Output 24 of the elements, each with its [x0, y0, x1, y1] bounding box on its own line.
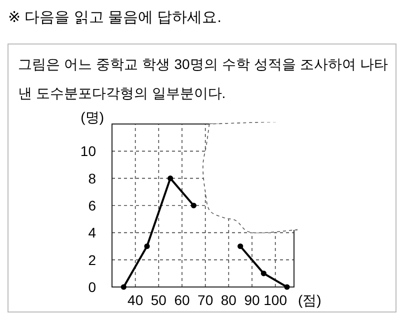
x-tick-label: 50: [150, 292, 167, 308]
y-tick-label: 2: [88, 252, 96, 268]
y-tick-label: 0: [88, 279, 96, 295]
x-tick-label: 90: [244, 292, 260, 308]
point: [284, 284, 290, 290]
point: [260, 270, 266, 276]
x-tick-label: 100: [264, 292, 288, 308]
x-tick-label: 80: [220, 292, 237, 308]
x-tick-label: 40: [128, 292, 144, 308]
y-axis-title: (명): [80, 109, 104, 125]
x-tick-label: 60: [174, 292, 190, 308]
y-tick-label: 8: [88, 170, 96, 186]
point: [120, 284, 126, 290]
chart-title: ※ 다음을 읽고 물음에 답하세요.: [8, 9, 222, 26]
point: [144, 243, 150, 250]
point: [190, 202, 196, 208]
y-tick-label: 10: [80, 143, 96, 160]
x-axis-title: (점): [298, 292, 322, 308]
y-tick-label: 4: [88, 224, 96, 241]
chart-subtitle: 그림은 어느 중학교 학생 30명의 수학 성적을 조사하여 나타낸 도수분포다각형의 일부분이다.: [18, 55, 388, 103]
x-tick-label: 70: [198, 292, 214, 308]
y-tick-label: 6: [88, 198, 96, 214]
point: [238, 243, 244, 250]
point: [168, 176, 174, 182]
